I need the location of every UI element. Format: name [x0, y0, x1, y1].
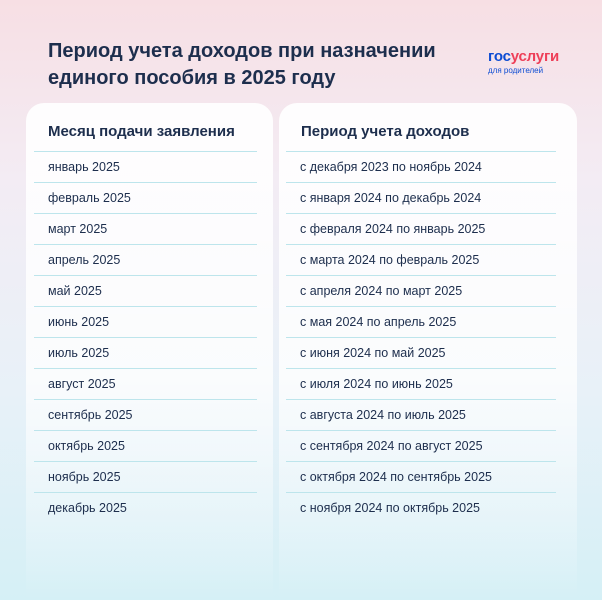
logo-subtitle: для родителей: [488, 66, 544, 75]
logo-uslugi-text: услуги: [510, 48, 560, 65]
period-cell: с августа 2024 по июль 2025: [286, 399, 556, 430]
page-title: Период учета доходов при назначении един…: [48, 40, 436, 89]
period-list: с декабря 2023 по ноябрь 2024 с января 2…: [286, 151, 556, 523]
month-cell: апрель 2025: [34, 244, 257, 275]
column-header-period: Период учета доходов: [301, 123, 470, 140]
month-cell: август 2025: [34, 368, 257, 399]
month-cell: март 2025: [34, 213, 257, 244]
month-list: январь 2025 февраль 2025 март 2025 апрел…: [34, 151, 257, 523]
month-cell: сентябрь 2025: [34, 399, 257, 430]
month-cell: февраль 2025: [34, 182, 257, 213]
month-cell: май 2025: [34, 275, 257, 306]
column-header-month: Месяц подачи заявления: [48, 123, 235, 140]
period-cell: с июля 2024 по июнь 2025: [286, 368, 556, 399]
logo-gos-text: гос: [488, 48, 511, 65]
period-cell: с февраля 2024 по январь 2025: [286, 213, 556, 244]
period-cell: с апреля 2024 по март 2025: [286, 275, 556, 306]
period-cell: с июня 2024 по май 2025: [286, 337, 556, 368]
month-column-card: [26, 103, 273, 600]
gosuslugi-logo[interactable]: госуслуги для родителей: [488, 49, 568, 76]
month-cell: октябрь 2025: [34, 430, 257, 461]
month-cell: июнь 2025: [34, 306, 257, 337]
period-cell: с октября 2024 по сентябрь 2025: [286, 461, 556, 492]
period-column-card: [279, 103, 577, 600]
logo-wordmark: госуслуги: [488, 49, 568, 64]
month-cell: декабрь 2025: [34, 492, 257, 523]
month-cell: июль 2025: [34, 337, 257, 368]
period-cell: с декабря 2023 по ноябрь 2024: [286, 151, 556, 182]
period-cell: с сентября 2024 по август 2025: [286, 430, 556, 461]
period-cell: с мая 2024 по апрель 2025: [286, 306, 556, 337]
month-cell: ноябрь 2025: [34, 461, 257, 492]
period-cell: с марта 2024 по февраль 2025: [286, 244, 556, 275]
month-cell: январь 2025: [34, 151, 257, 182]
period-cell: с ноября 2024 по октябрь 2025: [286, 492, 556, 523]
period-cell: с января 2024 по декабрь 2024: [286, 182, 556, 213]
